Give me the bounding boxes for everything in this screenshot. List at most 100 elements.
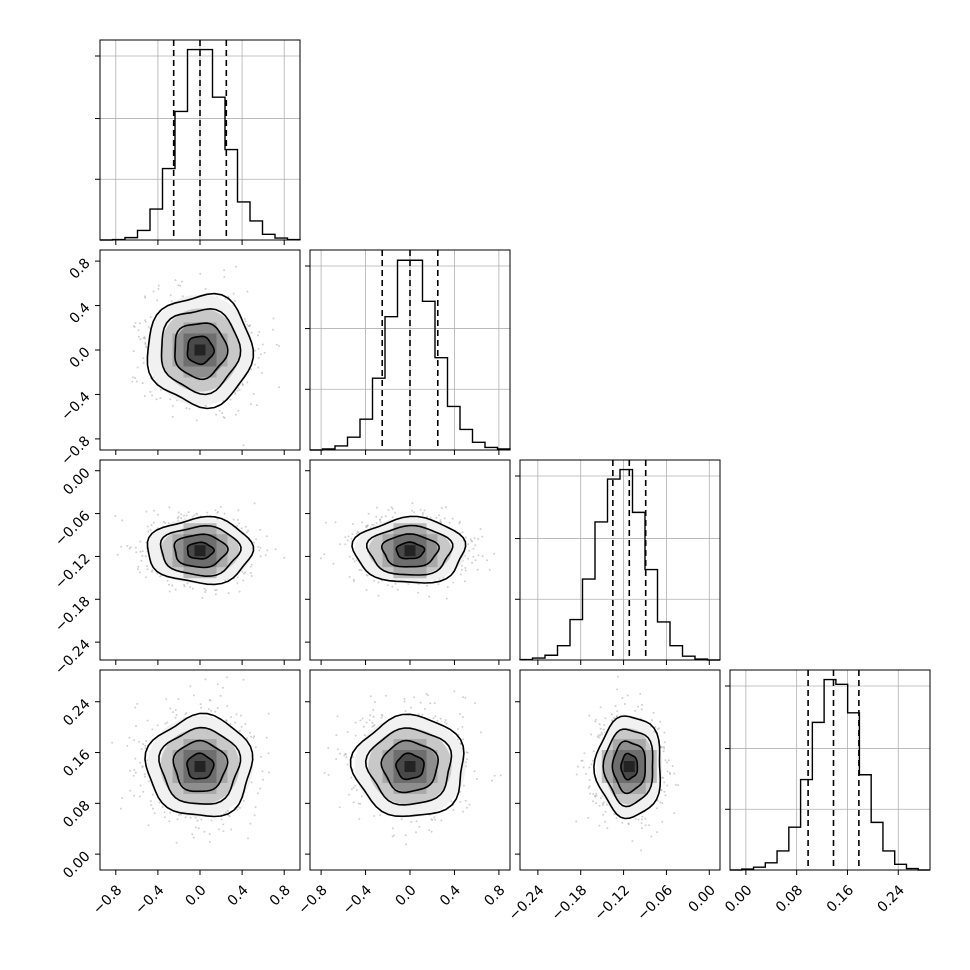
sample-point (391, 516, 394, 519)
density-cell (634, 783, 646, 795)
contour-line-2 (160, 307, 242, 396)
sample-point (415, 831, 417, 834)
sample-point (180, 513, 183, 516)
density-cell (183, 783, 195, 795)
sample-point (352, 756, 355, 759)
sample-point (236, 518, 239, 521)
sample-point (376, 506, 378, 509)
sample-point (459, 801, 462, 803)
sample-point (159, 575, 162, 578)
density-cell (183, 556, 195, 568)
sample-point (195, 512, 198, 515)
sample-point (428, 595, 431, 598)
sample-point (216, 707, 219, 709)
sample-point (464, 799, 467, 802)
sample-point (93, 362, 95, 364)
sample-point (169, 294, 172, 297)
sample-point (338, 543, 341, 546)
density-cell (205, 761, 217, 773)
density-cell (623, 750, 635, 762)
sample-point (461, 716, 464, 719)
sample-point (246, 381, 249, 384)
sample-point (250, 575, 253, 577)
sample-point (433, 702, 436, 705)
x-tick-label: 0.4 (225, 882, 252, 909)
sample-point (134, 322, 137, 324)
sample-point (588, 766, 591, 769)
sample-point (171, 584, 174, 587)
density-cell (415, 523, 427, 535)
sample-point (128, 736, 131, 739)
sample-point (226, 705, 229, 707)
sample-point (344, 753, 347, 756)
sample-point (421, 511, 424, 514)
sample-point (146, 719, 149, 722)
sample-point (468, 803, 471, 806)
sample-point (260, 372, 263, 374)
sample-point (446, 586, 449, 588)
sample-point (391, 827, 394, 830)
density-cell (194, 783, 206, 795)
sample-point (640, 827, 643, 830)
sample-point (581, 759, 584, 762)
sample-point (247, 529, 250, 532)
sample-point (157, 513, 159, 516)
contour-line-3 (144, 712, 254, 818)
sample-point (460, 568, 463, 571)
sample-point (235, 713, 238, 716)
density-cell (426, 534, 438, 546)
sample-point (639, 692, 642, 695)
sample-point (145, 346, 148, 349)
sample-point (371, 523, 374, 526)
contour-line-1 (611, 740, 646, 795)
sample-point (375, 515, 378, 518)
density-cell (205, 567, 217, 579)
sample-point (391, 507, 394, 510)
sample-point (433, 816, 436, 819)
sample-point (134, 706, 137, 709)
sample-point (621, 821, 624, 824)
sample-point (413, 511, 416, 514)
sample-point (253, 502, 256, 505)
panel-contents (575, 675, 679, 852)
density-cell (393, 761, 405, 773)
sample-point (204, 678, 207, 681)
sample-point (144, 296, 147, 299)
sample-point (640, 822, 643, 825)
sample-point (180, 280, 183, 283)
sample-point (204, 591, 207, 593)
density-cell (172, 750, 184, 762)
sample-point (352, 786, 355, 789)
contour-line-3 (146, 292, 255, 410)
sample-point (264, 554, 267, 557)
sample-point (346, 730, 349, 733)
density-cell (183, 355, 195, 367)
sample-point (163, 816, 166, 819)
sample-point (260, 755, 262, 758)
sample-point (600, 797, 602, 800)
sample-point (332, 562, 335, 565)
sample-point (403, 700, 406, 703)
sample-point (365, 721, 368, 724)
density-cell (415, 750, 427, 762)
sample-point (175, 714, 178, 716)
panel-contents (111, 676, 270, 844)
density-cell (205, 344, 217, 356)
sample-point (464, 569, 467, 572)
sample-point (460, 564, 463, 567)
sample-point (657, 728, 659, 731)
sample-point (372, 725, 375, 727)
sample-point (139, 550, 142, 553)
contour-line-2 (366, 524, 454, 576)
density-cell (415, 545, 427, 557)
sample-point (129, 546, 132, 549)
sample-point (423, 509, 426, 512)
sample-point (598, 736, 601, 739)
sample-point (369, 695, 372, 698)
sample-point (611, 719, 614, 722)
x-tick-label: −0.18 (549, 882, 591, 924)
sample-point (167, 522, 170, 525)
sample-point (594, 718, 597, 721)
sample-point (429, 702, 432, 705)
sample-point (413, 696, 415, 699)
